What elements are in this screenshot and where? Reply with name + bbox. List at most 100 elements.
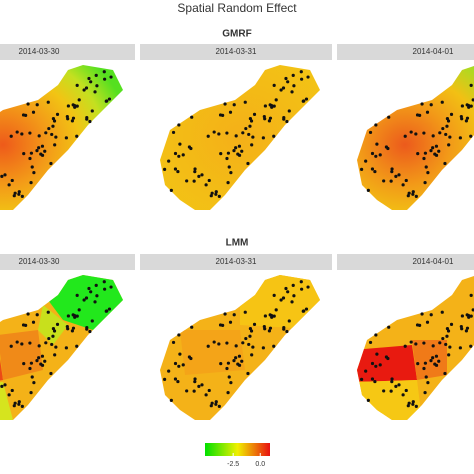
station [37,356,41,360]
station [397,383,401,387]
station [368,340,373,345]
station [263,104,267,108]
station [52,119,57,123]
station [401,183,405,187]
station [163,167,167,171]
station [185,389,189,393]
station [300,287,304,291]
station [225,156,229,161]
station [285,329,289,334]
region [0,65,123,210]
station [414,132,418,136]
station [66,314,70,318]
station [441,126,445,131]
station [446,329,451,333]
station [28,131,32,135]
station [251,135,255,139]
station [422,156,426,161]
station [431,344,435,348]
station [229,381,233,385]
station [422,131,426,135]
station [286,80,290,84]
station [237,354,242,358]
station [39,362,43,366]
station [70,329,74,333]
station [20,132,24,136]
station [32,171,36,175]
station [274,98,278,102]
station [104,99,108,103]
station [250,143,254,147]
station [429,313,433,317]
station [75,293,79,297]
station [51,116,56,121]
station [304,307,309,311]
station [26,312,30,316]
station [240,149,244,153]
sub-region [357,345,417,382]
station [251,345,255,349]
strip-label: 2014-04-01 [413,257,454,266]
station [444,342,448,347]
station [469,134,473,138]
station [272,134,276,138]
station [232,149,236,153]
station [406,194,410,198]
station [167,369,171,373]
station [10,178,14,183]
station [173,361,178,366]
station [214,190,218,194]
station [17,192,21,196]
station [187,355,192,359]
station [403,134,407,138]
station [207,178,211,183]
station [284,76,288,81]
station [47,126,51,131]
station [424,165,428,169]
station [90,109,94,113]
station [382,389,386,393]
region [357,65,474,210]
station [95,84,99,88]
station [31,110,36,114]
station [249,329,254,333]
station [306,75,310,79]
station [84,86,89,90]
station [35,313,39,317]
strip-label: 2014-03-31 [216,47,257,56]
station [40,354,45,358]
station [459,324,463,329]
station [9,134,13,138]
colorbar-label: 0.0 [255,461,265,468]
station [234,146,238,150]
station [299,280,303,284]
station [244,126,248,131]
station [447,143,451,147]
station [109,285,113,289]
strip [140,254,332,270]
station [43,149,47,153]
station [250,353,254,357]
station [206,134,210,138]
station [217,342,221,346]
station [434,144,439,148]
station [177,364,181,368]
station [50,132,54,137]
colorbar-label: -2.5 [227,461,239,468]
station [171,340,176,345]
station [423,361,428,365]
sub-region [357,380,422,420]
station [411,192,415,196]
station [243,310,247,314]
station [107,307,112,311]
station [440,310,444,314]
station [290,300,294,304]
station [458,136,462,140]
station [82,298,86,302]
station [55,322,60,327]
station [397,173,401,177]
station [440,100,444,104]
station [209,194,213,198]
station [75,314,79,318]
station [176,169,180,174]
